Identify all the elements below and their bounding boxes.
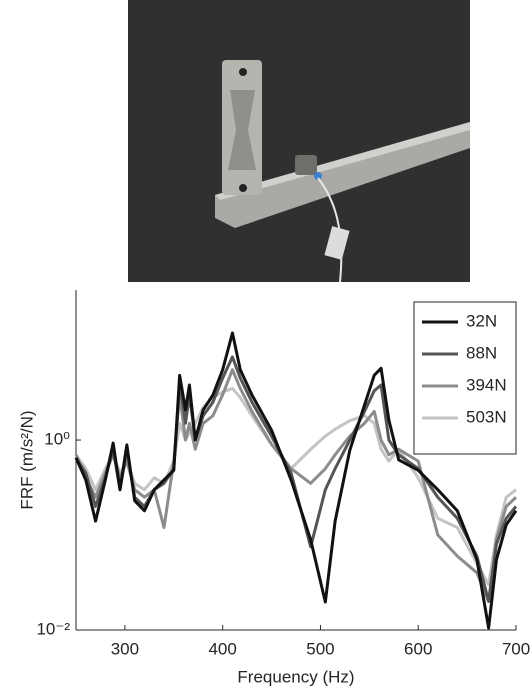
x-tick-label: 600 (404, 639, 432, 658)
y-tick-label: 10⁰ (44, 430, 70, 449)
y-axis-label: FRF (m/s²/N) (17, 410, 36, 509)
x-tick-label: 300 (111, 639, 139, 658)
x-tick-label: 400 (208, 639, 236, 658)
photo (128, 0, 470, 282)
x-tick-label: 500 (306, 639, 334, 658)
figure: Frequency (Hz) FRF (m/s²/N) 300 400 500 600… (0, 0, 532, 693)
legend-label: 394N (466, 375, 507, 394)
legend-label: 32N (466, 311, 497, 330)
y-tick-label: 10⁻² (36, 619, 70, 638)
x-axis-label: Frequency (Hz) (237, 667, 354, 686)
page: {"chart_data": {"type": "line", "xlabel"… (0, 0, 532, 693)
x-tick-label: 700 (502, 639, 530, 658)
legend-label: 88N (466, 343, 497, 362)
legend-label: 503N (466, 407, 507, 426)
